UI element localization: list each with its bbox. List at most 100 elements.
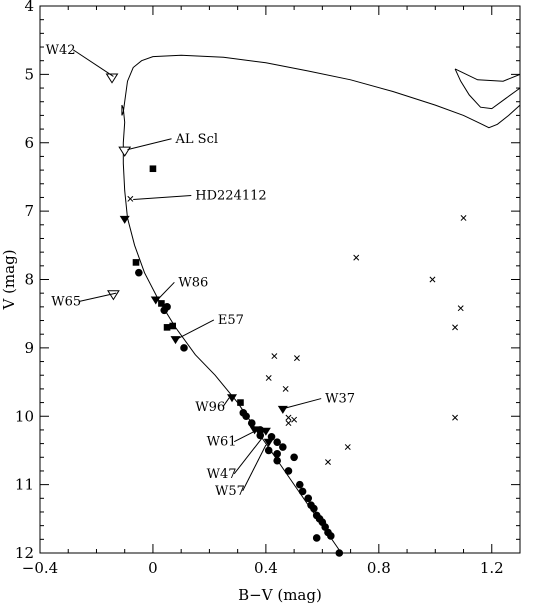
cross-point: [285, 414, 292, 421]
cross-point: [325, 459, 331, 466]
filled-triangle-point: [260, 427, 271, 436]
filled-square-point: [149, 165, 157, 173]
y-tick-label: 7: [24, 202, 34, 220]
open-triangle-point: [118, 146, 132, 157]
annotation-label: W42: [46, 43, 76, 58]
cross-stroke: [127, 195, 134, 202]
y-tick-label: 10: [15, 407, 34, 425]
filled-circle-point: [284, 467, 293, 475]
cross-point: [452, 414, 459, 421]
y-tick-label: 4: [24, 0, 34, 15]
filled-triangle-point: [119, 215, 130, 224]
isochrone-line: [121, 54, 521, 554]
annotation-leader: [78, 292, 117, 302]
axis-tick-labels: −0.4 0 0.4 0.8 1.2 4 5 6 7 8 9 10 11 12: [15, 0, 504, 577]
cross-stroke: [325, 459, 331, 466]
filled-circle-point: [327, 532, 335, 540]
filled-square-point: [132, 259, 140, 266]
filled-circle-point: [279, 443, 287, 451]
open-triangle-point: [105, 73, 119, 84]
cross-point: [457, 305, 464, 312]
filled-square-point: [169, 322, 177, 330]
annotation-label: W57: [215, 484, 245, 499]
filled-circle-point: [310, 504, 318, 513]
cross-point: [271, 353, 278, 360]
filled-triangle-point: [277, 405, 288, 414]
annotation-leader: [133, 195, 192, 201]
filled-square-point: [163, 324, 171, 331]
filled-square-point: [158, 300, 165, 307]
filled-circle-point: [298, 487, 307, 496]
filled-circle-point: [304, 494, 313, 503]
cross-point: [429, 276, 436, 283]
filled-circle-point: [290, 453, 298, 462]
x-axis-title: B−V (mag): [238, 586, 322, 604]
annotation-label: W37: [325, 392, 355, 407]
filled-triangle-point: [249, 426, 260, 435]
x-tick-label: −0.4: [22, 559, 58, 577]
y-tick-label: 9: [24, 339, 34, 357]
filled-square-point: [237, 399, 244, 406]
filled-circle-point: [273, 438, 281, 447]
annotation-label: W86: [178, 275, 208, 290]
plot-frame: [39, 5, 521, 554]
cross-stroke: [282, 385, 289, 392]
cross-point: [265, 375, 272, 381]
cross-stroke: [460, 215, 467, 221]
cross-stroke: [429, 276, 436, 283]
annotation-leader: [233, 436, 264, 475]
annotation-label: E57: [218, 313, 244, 328]
annotation-leader: [285, 398, 322, 409]
x-tick-label: 1.2: [480, 559, 504, 577]
filled-circle-point: [135, 268, 143, 277]
annotation-leader: [158, 281, 175, 299]
annotation-label: AL Scl: [175, 132, 219, 147]
cross-point: [460, 215, 467, 221]
cross-stroke: [353, 254, 360, 261]
y-tick-label: 11: [15, 476, 34, 494]
annotation-leader: [178, 319, 215, 339]
filled-circle-point: [335, 549, 344, 557]
annotation-leader: [72, 49, 114, 77]
cross-point: [282, 385, 289, 392]
cross-stroke: [452, 324, 459, 331]
annotation-label: W65: [51, 294, 81, 309]
filled-circle-point: [242, 412, 250, 421]
cross-point: [353, 254, 360, 261]
annotation-leader: [242, 444, 267, 492]
filled-circle-point: [273, 456, 281, 465]
filled-circle-point: [267, 432, 276, 441]
y-tick-label: 5: [24, 65, 34, 83]
cross-stroke: [293, 355, 300, 362]
cross-point: [127, 195, 134, 202]
annotation-leader: [127, 138, 172, 151]
annotation-label: W47: [207, 467, 237, 482]
y-tick-label: 6: [24, 134, 34, 152]
filled-circle-point: [273, 450, 281, 458]
annotation-leader: [233, 430, 255, 443]
x-tick-label: 0.4: [254, 559, 278, 577]
cross-stroke: [344, 444, 351, 450]
x-tick-label: 0.8: [367, 559, 391, 577]
cross-stroke: [285, 420, 292, 427]
filled-circle-point: [180, 344, 188, 352]
cross-stroke: [265, 375, 272, 381]
cross-stroke: [291, 416, 298, 423]
axis-ticks: [39, 5, 521, 554]
y-tick-label: 12: [15, 544, 34, 562]
filled-triangle-point: [170, 336, 181, 345]
filled-circle-point: [247, 419, 256, 427]
filled-circle-point: [295, 480, 304, 489]
cross-stroke: [452, 414, 459, 421]
isochrone-branch-line: [454, 68, 521, 110]
annotation-leader: [222, 397, 230, 408]
cross-point: [293, 355, 300, 362]
annotation-label: HD224112: [195, 189, 266, 204]
data-points: [105, 73, 467, 557]
cross-point: [452, 324, 459, 331]
annotation-label: W96: [195, 400, 225, 415]
cross-point: [291, 416, 298, 423]
filled-triangle-point: [263, 438, 274, 447]
cross-stroke: [271, 353, 278, 360]
